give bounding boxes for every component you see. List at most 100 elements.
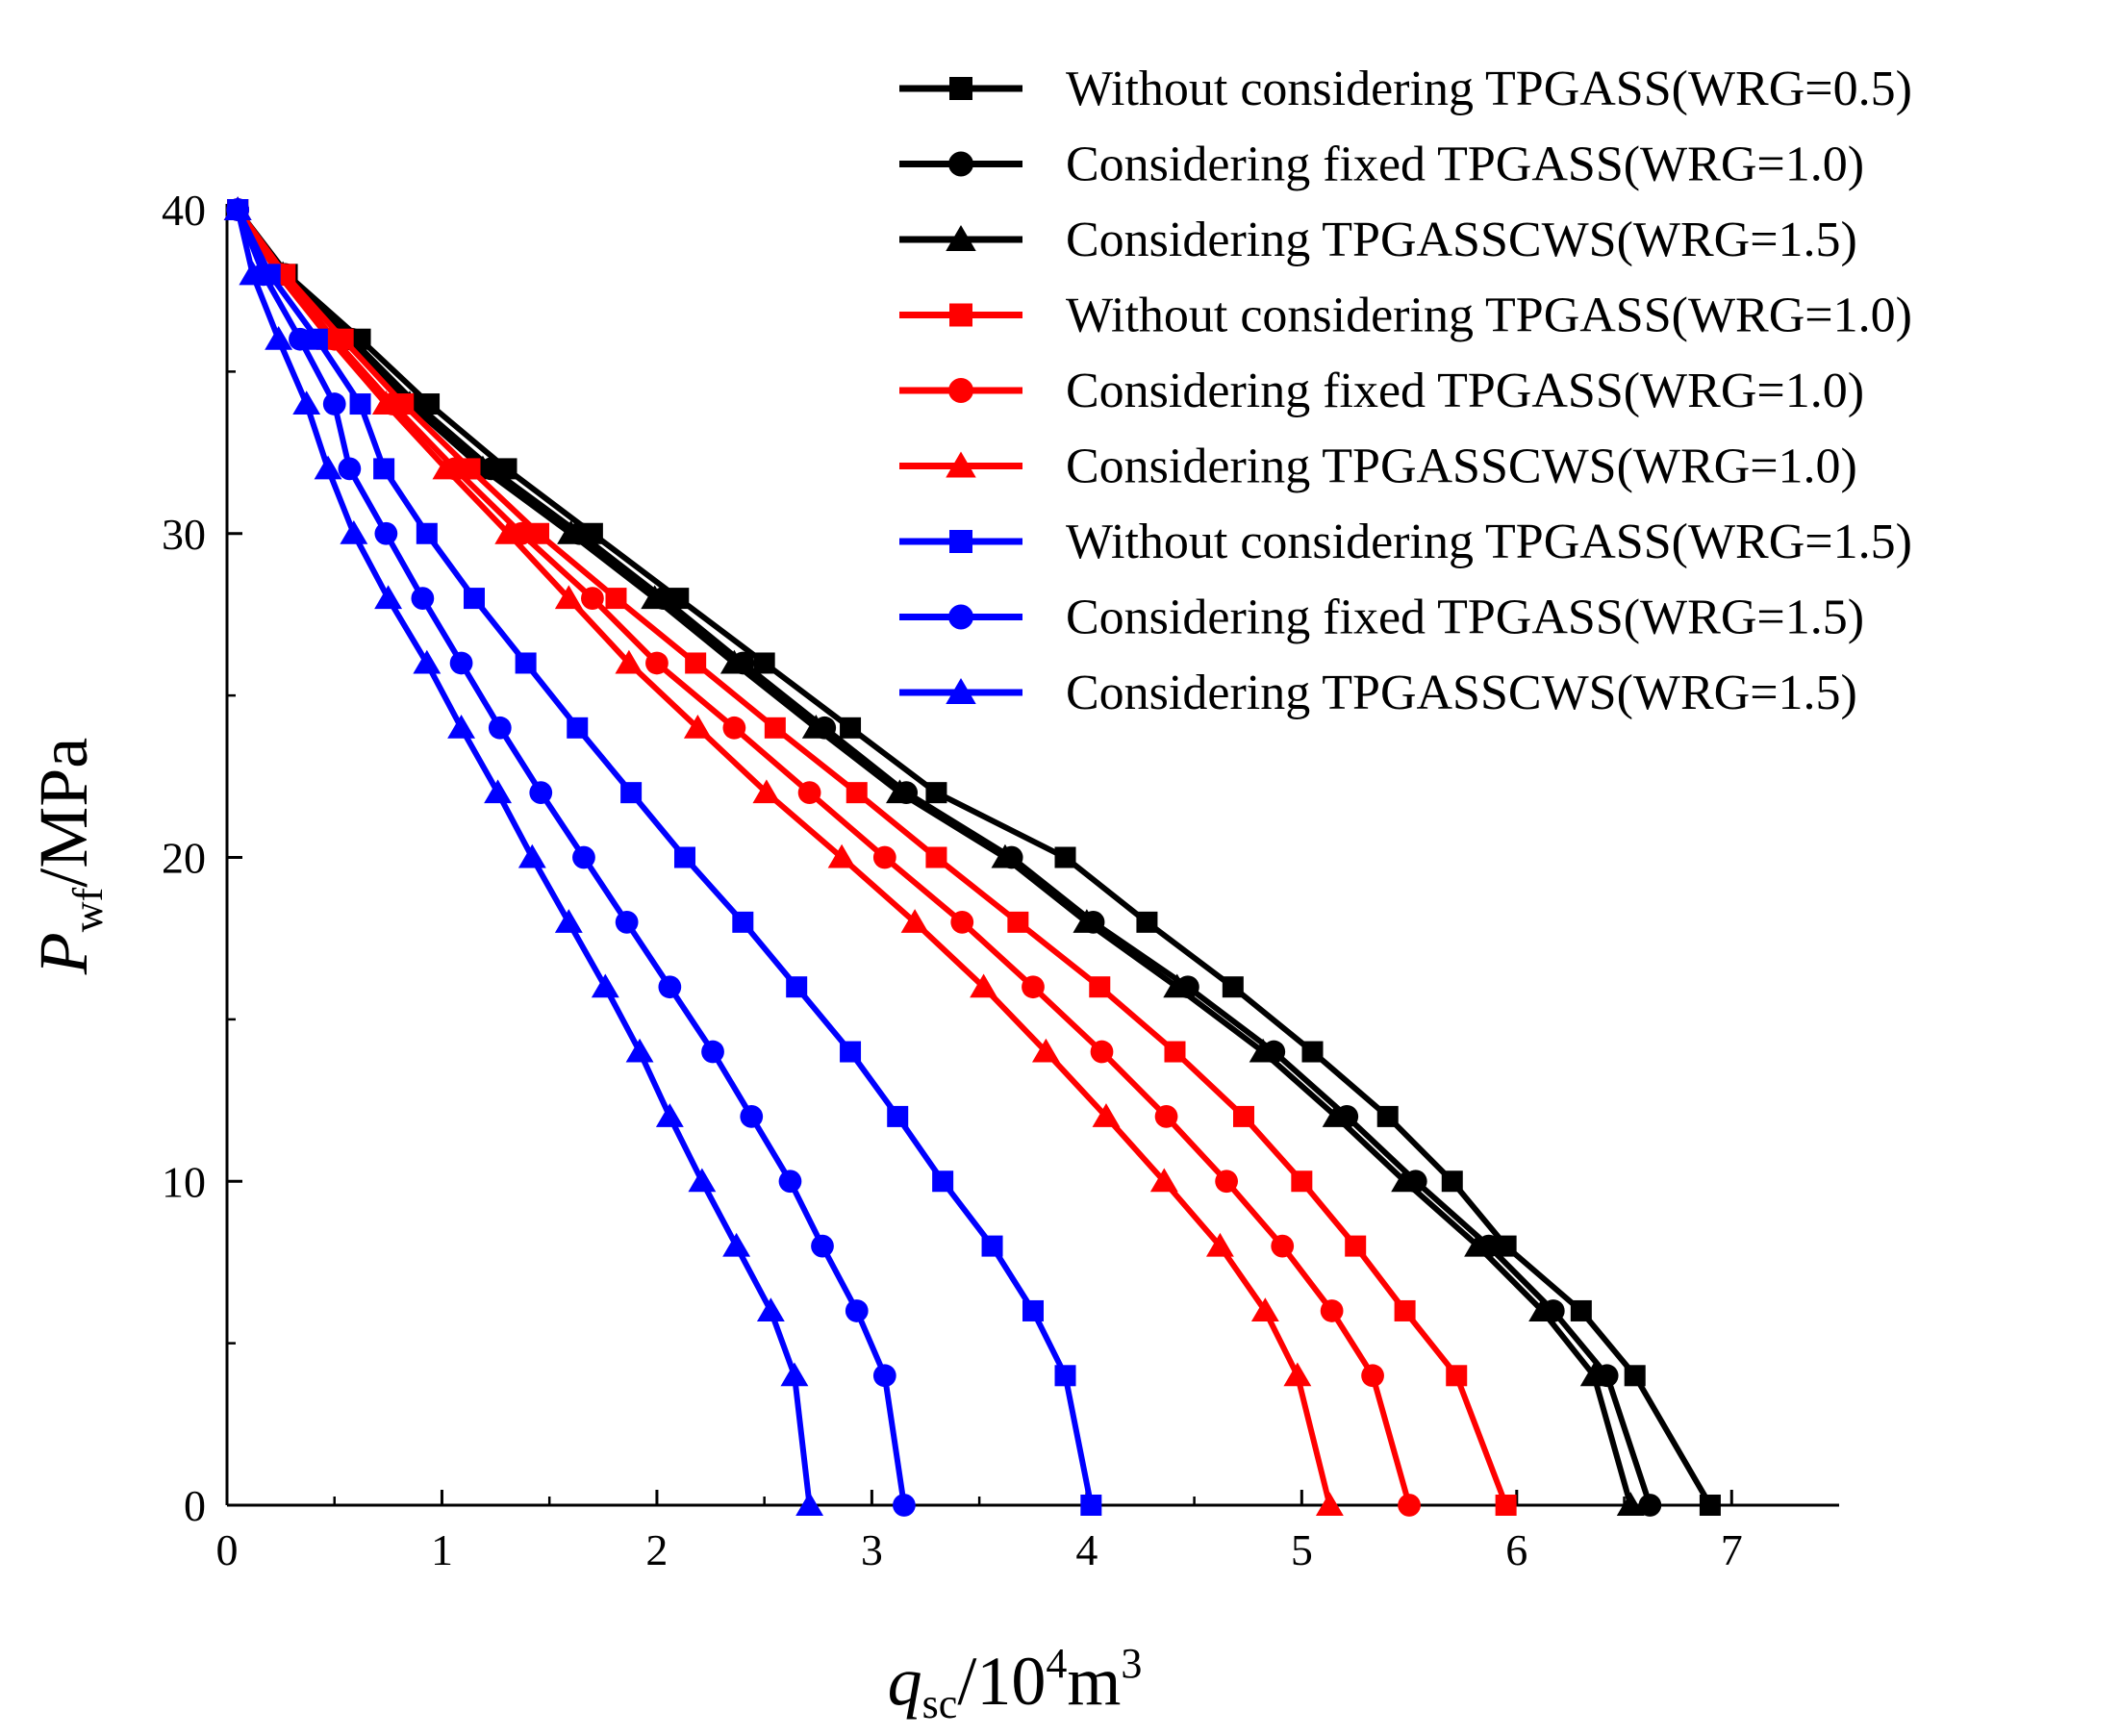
legend-item: Considering fixed TPGASS(WRG=1.0) [899, 138, 1864, 192]
legend-item: Without considering TPGASS(WRG=1.0) [899, 289, 1912, 343]
data-point [764, 717, 786, 739]
data-point [1163, 973, 1192, 998]
data-point [484, 779, 513, 804]
data-point [413, 649, 442, 674]
data-point [322, 392, 346, 415]
series-9 [223, 196, 824, 1516]
data-point [1080, 1495, 1102, 1516]
series-line [235, 208, 1095, 1506]
data-point [925, 846, 947, 868]
data-point [1464, 1232, 1493, 1257]
legend-label: Considering fixed TPGASS(WRG=1.0) [1066, 138, 1864, 192]
data-point [1528, 1297, 1557, 1321]
data-point [338, 457, 362, 481]
legend-label: Without considering TPGASS(WRG=1.5) [1066, 515, 1912, 569]
data-point [658, 975, 682, 999]
data-point [887, 1105, 909, 1127]
data-point [488, 716, 512, 740]
data-point [827, 843, 856, 868]
legend-marker [949, 530, 972, 553]
legend: Without considering TPGASS(WRG=0.5) Consi… [899, 62, 1912, 720]
data-point [811, 1234, 834, 1258]
legend-item: Considering fixed TPGASS(WRG=1.0) [899, 364, 1864, 418]
data-point [529, 781, 553, 805]
data-point [223, 196, 252, 220]
legend-marker [949, 303, 972, 327]
legend-marker [948, 604, 973, 630]
data-point [845, 1299, 869, 1322]
data-point [306, 328, 328, 350]
data-point [753, 652, 775, 674]
data-point [1446, 1365, 1468, 1387]
data-point [872, 1364, 896, 1388]
data-point [1089, 976, 1111, 998]
data-point [554, 585, 583, 610]
series-4 [227, 199, 1517, 1516]
data-point [683, 715, 712, 739]
legend-marker [946, 451, 976, 478]
data-point [416, 522, 438, 544]
series-line [235, 208, 1509, 1507]
data-point [605, 588, 627, 610]
data-point [528, 522, 550, 544]
data-point [1232, 1105, 1254, 1127]
legend-item: Without considering TPGASS(WRG=0.5) [899, 62, 1912, 116]
data-point [1283, 1362, 1312, 1387]
x-tick-label: 6 [1505, 1525, 1527, 1574]
axes: 0 1 2 3 4 5 6 7 0 10 20 30 40 [162, 186, 1839, 1574]
data-point [411, 587, 435, 610]
data-point [1638, 1494, 1662, 1517]
data-point [1361, 1364, 1384, 1388]
data-point [1291, 1170, 1313, 1193]
data-point [673, 846, 695, 868]
legend-item: Without considering TPGASS(WRG=1.5) [899, 515, 1912, 569]
data-point [463, 588, 485, 610]
data-point [239, 261, 267, 286]
data-point [1154, 1105, 1178, 1128]
axis-titles: qsc/104m3 Pwf/MPa [25, 738, 1142, 1727]
data-point [494, 520, 523, 544]
y-tick-label: 20 [162, 834, 206, 883]
legend-label: Considering fixed TPGASS(WRG=1.0) [1066, 364, 1864, 418]
data-point [701, 1040, 724, 1064]
data-point [1250, 1297, 1279, 1321]
data-point [722, 716, 746, 740]
data-point [795, 1492, 824, 1516]
data-point [1092, 1103, 1121, 1127]
legend-marker [946, 678, 976, 704]
data-point [1441, 1170, 1463, 1193]
data-point [1149, 1168, 1178, 1193]
data-point [447, 715, 476, 739]
data-point [292, 390, 321, 415]
data-point [1616, 1492, 1645, 1516]
data-point [1136, 911, 1158, 933]
series-line [235, 208, 1333, 1506]
data-point [517, 843, 546, 868]
data-point [970, 973, 998, 998]
data-point [625, 1038, 654, 1063]
data-point [1271, 1234, 1295, 1258]
data-point [1391, 1168, 1420, 1193]
data-point [374, 521, 398, 545]
legend-label: Considering TPGASSCWS(WRG=1.0) [1066, 440, 1857, 494]
data-point [950, 910, 974, 934]
data-point [1022, 1299, 1044, 1321]
data-point [349, 393, 371, 415]
data-point [719, 649, 748, 674]
data-point [1624, 1365, 1646, 1387]
data-point [840, 1041, 862, 1063]
data-point [557, 520, 585, 544]
data-point [780, 1362, 809, 1387]
data-point [371, 390, 400, 415]
data-point [1249, 1038, 1277, 1063]
data-point [432, 455, 461, 480]
data-point [1322, 1103, 1350, 1127]
data-point [581, 587, 604, 610]
data-point [1022, 975, 1045, 999]
legend-label: Considering TPGASSCWS(WRG=1.5) [1066, 666, 1857, 720]
data-point [265, 325, 293, 350]
data-point [925, 782, 947, 804]
x-tick-label: 2 [645, 1525, 668, 1574]
data-point [1398, 1494, 1421, 1517]
